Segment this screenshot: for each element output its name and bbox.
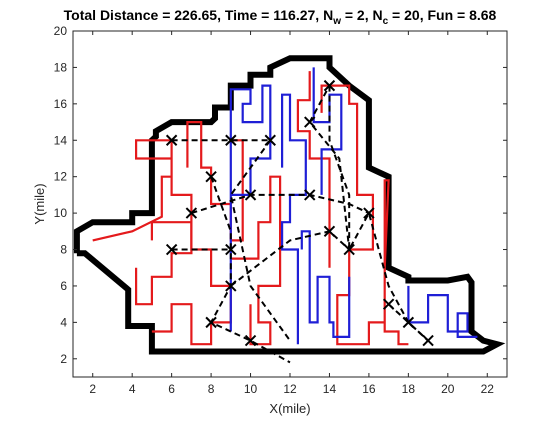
series-dashed-15 xyxy=(209,176,291,364)
x-tick-label-20: 20 xyxy=(441,382,455,396)
y-axis: 2 4 6 8 10 12 14 16 18 20 xyxy=(54,24,507,366)
marker-11 xyxy=(323,225,336,238)
marker-0 xyxy=(165,134,178,146)
chart-title-sub-c: c xyxy=(383,16,389,27)
series-blue-11 xyxy=(407,285,478,338)
series-red-6 xyxy=(296,71,331,268)
x-tick-label-2: 2 xyxy=(89,382,96,396)
x-tick-label-6: 6 xyxy=(168,382,175,396)
y-tick-label-18: 18 xyxy=(54,60,68,74)
x-tick-label-10: 10 xyxy=(244,382,258,396)
series-red-4 xyxy=(230,175,282,346)
series-red-2 xyxy=(135,221,193,306)
x-axis: 2 4 6 8 10 12 14 16 18 20 22 xyxy=(89,31,494,396)
marker-19 xyxy=(422,334,434,347)
y-tick-label-16: 16 xyxy=(54,97,68,111)
x-tick-label-18: 18 xyxy=(402,382,416,396)
series-dashed-19 xyxy=(387,303,429,342)
series-red-5 xyxy=(320,84,409,346)
series-dashed-17 xyxy=(328,85,429,342)
marker-7 xyxy=(225,243,237,256)
marker-14 xyxy=(225,280,237,292)
chart-title-end: = 20, Fun = 8.68 xyxy=(388,7,496,23)
series-dashed-18 xyxy=(229,139,291,342)
marker-13 xyxy=(363,207,375,219)
y-tick-label-8: 8 xyxy=(60,243,67,257)
chart-title: Total Distance = 226.65, Time = 116.27, … xyxy=(64,7,497,27)
marker-4 xyxy=(185,207,198,219)
marker-10 xyxy=(304,189,316,201)
series-blue-9 xyxy=(300,230,351,338)
series-blue-8 xyxy=(281,93,307,345)
marker-12 xyxy=(343,243,355,256)
marker-17 xyxy=(382,298,395,310)
x-axis-label: X(mile) xyxy=(269,401,310,416)
marker-5 xyxy=(244,189,257,201)
y-tick-label-4: 4 xyxy=(60,315,67,329)
chart-title-sub-w: w xyxy=(332,16,341,27)
chart-title-mid: = 2, N xyxy=(341,7,383,23)
x-tick-label-22: 22 xyxy=(481,382,495,396)
y-tick-label-10: 10 xyxy=(54,206,68,220)
series-red-3 xyxy=(186,120,244,242)
marker-9 xyxy=(323,79,336,92)
x-tick-label-14: 14 xyxy=(323,382,337,396)
series-boundary-0 xyxy=(73,55,506,355)
x-tick-label-4: 4 xyxy=(129,382,136,396)
y-tick-label-20: 20 xyxy=(54,24,68,38)
series-layer xyxy=(73,55,506,364)
y-tick-label-12: 12 xyxy=(54,170,68,184)
y-axis-label: Y(mile) xyxy=(32,183,47,224)
x-tick-label-16: 16 xyxy=(362,382,376,396)
y-tick-label-14: 14 xyxy=(54,133,68,147)
x-tick-label-12: 12 xyxy=(283,382,297,396)
chart-title-main: Total Distance = 226.65, Time = 116.27, … xyxy=(64,7,334,23)
marker-1 xyxy=(225,134,237,146)
series-blue-7 xyxy=(229,84,272,332)
marker-2 xyxy=(264,134,276,146)
marker-18 xyxy=(402,316,415,329)
marker-8 xyxy=(304,116,316,128)
x-tick-label-8: 8 xyxy=(208,382,215,396)
marker-16 xyxy=(244,334,257,347)
series-blue-10 xyxy=(312,67,343,195)
marker-15 xyxy=(205,316,217,329)
y-tick-label-6: 6 xyxy=(60,279,67,293)
marker-6 xyxy=(165,243,178,256)
marker-3 xyxy=(205,170,217,183)
y-tick-label-2: 2 xyxy=(60,352,67,366)
marker-layer xyxy=(165,79,434,347)
